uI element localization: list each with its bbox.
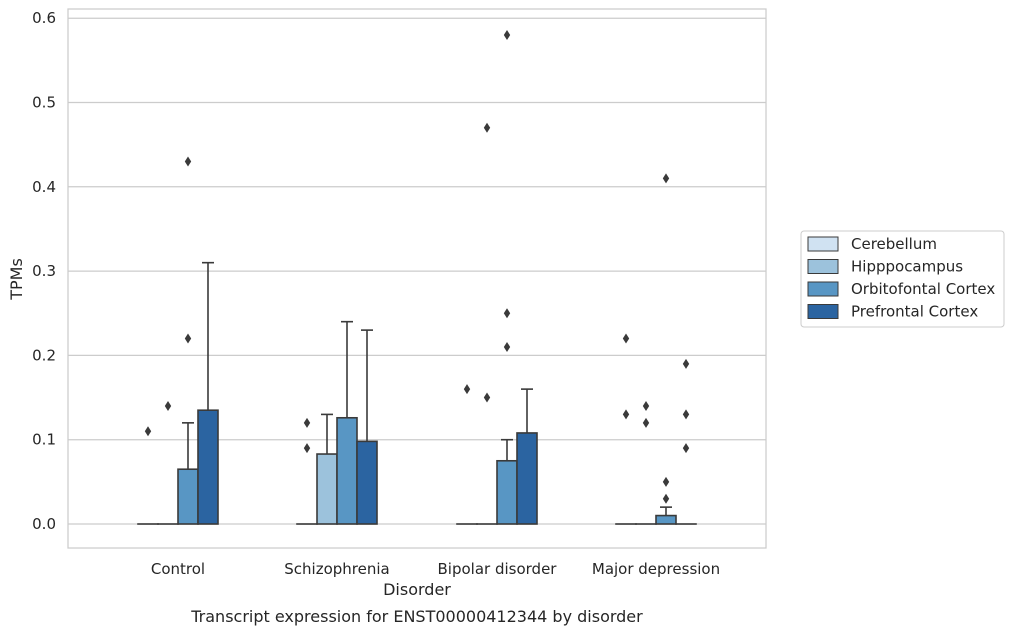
bar [316, 453, 338, 525]
plot-frame [67, 8, 767, 549]
outlier-point [682, 409, 690, 420]
outlier-point [184, 156, 192, 167]
bar [655, 514, 677, 525]
chart-marks [137, 30, 697, 525]
y-tick-label: 0.2 [32, 346, 56, 364]
outlier-point [622, 333, 630, 344]
outlier-point [483, 122, 491, 133]
x-tick-label: Bipolar disorder [438, 560, 558, 578]
outlier-point [164, 400, 172, 411]
x-tick-label: Control [151, 560, 205, 578]
outlier-point [622, 409, 630, 420]
grid-lines [68, 17, 766, 525]
y-axis-label: TPMs [7, 258, 26, 301]
outlier-point [184, 333, 192, 344]
outlier-point [642, 417, 650, 428]
outlier-point [303, 443, 311, 454]
outlier-point [503, 308, 511, 319]
bar [197, 409, 219, 525]
y-tick-label: 0.1 [32, 431, 56, 449]
legend-frame [800, 230, 1005, 328]
outlier-point [303, 417, 311, 428]
x-tick-labels: Control Schizophrenia Bipolar disorder Majo… [151, 560, 720, 578]
outlier-point [503, 30, 511, 41]
x-tick-label: Schizophrenia [284, 560, 389, 578]
y-tick-label: 0.5 [32, 94, 56, 112]
legend-items: Cerebellum Hipppocampus Orbitofontal Corte… [807, 235, 995, 321]
outlier-point [483, 392, 491, 403]
y-tick-labels: 0.0 0.1 0.2 0.3 0.4 0.5 0.6 [32, 9, 56, 533]
legend-swatch [807, 281, 839, 297]
legend-swatch [807, 304, 839, 319]
legend: Cerebellum Hipppocampus Orbitofontal Corte… [800, 230, 1005, 328]
y-tick-label: 0.6 [32, 9, 56, 27]
x-tick-label: Major depression [592, 560, 720, 578]
outlier-point [682, 358, 690, 369]
outlier-point [144, 426, 152, 437]
y-tick-label: 0.0 [32, 515, 56, 533]
y-tick-label: 0.3 [32, 262, 56, 280]
outlier-point [642, 400, 650, 411]
outlier-point [503, 341, 511, 352]
bar [356, 440, 378, 525]
legend-label: Hipppocampus [851, 258, 963, 276]
legend-label: Orbitofontal Cortex [851, 280, 995, 298]
legend-swatch [807, 259, 839, 274]
y-tick-label: 0.4 [32, 178, 56, 196]
outlier-point [662, 173, 670, 184]
bar [177, 468, 199, 525]
legend-label: Cerebellum [851, 235, 937, 253]
outlier-point [463, 384, 471, 395]
legend-label: Prefrontal Cortex [851, 303, 978, 321]
outlier-point [682, 443, 690, 454]
legend-swatch [807, 236, 839, 252]
bar [336, 416, 358, 525]
outlier-point [662, 476, 670, 487]
outlier-point [662, 493, 670, 504]
chart-caption: Transcript expression for ENST0000041234… [190, 607, 643, 626]
x-axis-label: Disorder [383, 580, 451, 599]
bar [496, 459, 518, 525]
bar [516, 432, 538, 525]
